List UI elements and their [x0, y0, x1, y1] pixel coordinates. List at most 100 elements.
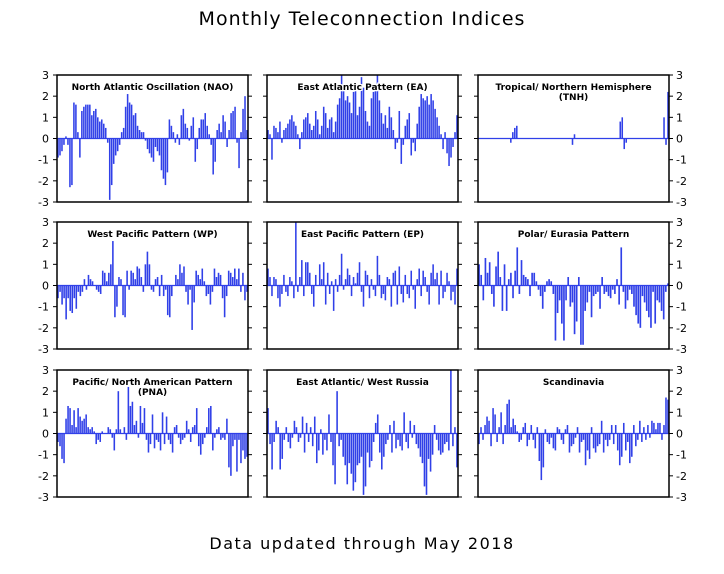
bar [571, 285, 574, 303]
bar [354, 433, 357, 483]
bar [285, 427, 288, 434]
bar [138, 268, 141, 286]
bar [378, 274, 381, 286]
bar [535, 281, 538, 286]
bar [597, 285, 599, 292]
bar [484, 257, 487, 286]
bar [156, 138, 159, 152]
bar [291, 281, 293, 286]
y-tick-label: -2 [38, 322, 49, 335]
bar [348, 274, 351, 286]
bar [71, 285, 74, 314]
bar [454, 427, 456, 434]
bar [203, 433, 206, 438]
bar [104, 127, 107, 139]
bar [277, 427, 279, 434]
bar [130, 104, 133, 139]
bar [362, 87, 365, 139]
y-tick-label: -3 [676, 491, 687, 504]
bar [181, 433, 184, 440]
bar [392, 272, 395, 286]
bar [179, 264, 181, 286]
bar [330, 281, 333, 286]
bar [448, 138, 450, 167]
bar [67, 405, 69, 434]
bar [197, 274, 200, 286]
y-tick-label: -1 [676, 449, 687, 462]
bar [244, 96, 246, 139]
bar [356, 272, 359, 286]
y-tick-label: 1 [42, 258, 49, 271]
bar [216, 429, 218, 434]
y-tick-label: -3 [38, 196, 49, 209]
bar [611, 285, 614, 290]
bar [162, 138, 165, 179]
bar [281, 285, 283, 294]
bar [97, 117, 99, 139]
bar [444, 132, 446, 139]
bar [561, 285, 563, 324]
bar [434, 108, 436, 139]
bar [538, 433, 541, 462]
bar [598, 433, 601, 445]
bar [144, 138, 147, 141]
bar [118, 277, 120, 286]
bar [596, 433, 599, 447]
bar [156, 277, 159, 286]
bar [500, 412, 502, 434]
bar [558, 285, 561, 301]
bar [91, 427, 93, 434]
bar [307, 262, 309, 286]
bar [195, 270, 197, 286]
bar [326, 127, 329, 139]
panel-title: (TNH) [559, 93, 588, 103]
bar [427, 433, 430, 459]
bar [314, 274, 317, 286]
bar [228, 130, 230, 139]
bar [211, 285, 214, 292]
bar [116, 138, 119, 152]
bar [285, 285, 287, 292]
bar [528, 433, 531, 440]
y-tick-label: 3 [676, 216, 683, 229]
bar [166, 138, 169, 173]
bar [602, 433, 605, 453]
bar [664, 285, 667, 292]
bar [330, 433, 332, 442]
bar [313, 416, 316, 434]
bar [643, 427, 645, 434]
bar [573, 285, 576, 335]
bar [85, 285, 88, 290]
bar [582, 433, 585, 440]
bar [352, 277, 355, 286]
bar [426, 285, 428, 292]
bar [240, 433, 242, 464]
bar [594, 433, 597, 453]
bar [660, 285, 663, 311]
bar [412, 285, 415, 290]
bar [376, 255, 379, 286]
bar [199, 433, 202, 455]
bar [404, 274, 407, 286]
bar [625, 138, 627, 143]
bar [520, 433, 523, 440]
bar [137, 433, 140, 438]
bar [420, 94, 422, 139]
bar [168, 285, 171, 318]
bar [140, 132, 143, 139]
bar [187, 429, 190, 434]
bar [436, 117, 438, 139]
bar [295, 427, 298, 434]
bar [497, 251, 499, 286]
bar [176, 134, 179, 139]
bar [437, 433, 440, 451]
y-tick-label: 0 [676, 133, 683, 146]
bar [548, 279, 550, 286]
bar [271, 433, 273, 470]
bar [480, 274, 483, 286]
bar [191, 427, 194, 434]
bar [539, 285, 542, 297]
bar [370, 279, 373, 286]
bar [382, 123, 385, 139]
bar [454, 285, 456, 305]
